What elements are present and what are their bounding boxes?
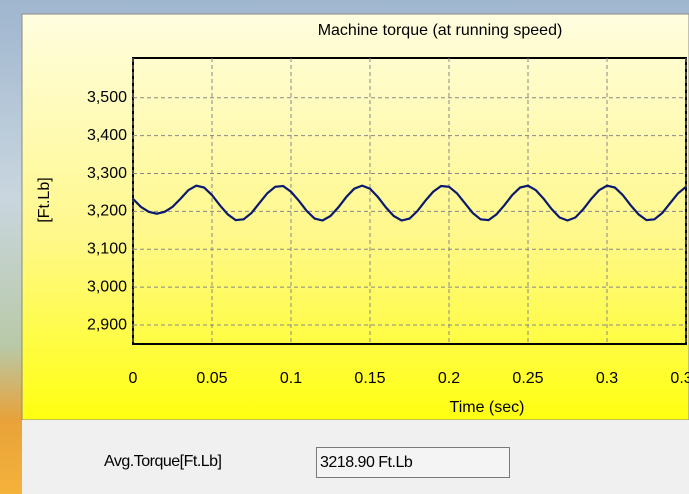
x-tick-label: 0.2 bbox=[438, 370, 460, 387]
y-tick-label: 3,400 bbox=[87, 127, 127, 144]
y-tick-label: 3,200 bbox=[87, 203, 127, 220]
y-tick-label: 3,500 bbox=[87, 89, 127, 106]
y-tick-label: 3,000 bbox=[87, 278, 127, 295]
y-axis-label: [Ft.Lb] bbox=[36, 177, 53, 222]
y-tick-label: 3,100 bbox=[87, 241, 127, 258]
avg-torque-field[interactable]: 3218.90 Ft.Lb bbox=[316, 447, 510, 478]
x-tick-label: 0 bbox=[129, 370, 138, 387]
x-tick-label: 0.05 bbox=[196, 370, 227, 387]
y-tick-label: 2,900 bbox=[87, 316, 127, 333]
x-tick-label: 0.25 bbox=[512, 370, 543, 387]
x-tick-label: 0.15 bbox=[354, 370, 385, 387]
page: Machine torque (at running speed) [Ft.Lb… bbox=[0, 0, 689, 494]
y-tick-label: 3,300 bbox=[87, 165, 127, 182]
x-tick-label: 0.3 bbox=[596, 370, 618, 387]
chart: Machine torque (at running speed) [Ft.Lb… bbox=[0, 0, 689, 420]
x-tick-label: 0.1 bbox=[280, 370, 302, 387]
x-axis-label: Time (sec) bbox=[450, 399, 525, 416]
x-tick-label: 0.35 bbox=[670, 370, 689, 387]
chart-title: Machine torque (at running speed) bbox=[318, 22, 563, 39]
avg-torque-label: Avg.Torque[Ft.Lb] bbox=[104, 453, 222, 471]
